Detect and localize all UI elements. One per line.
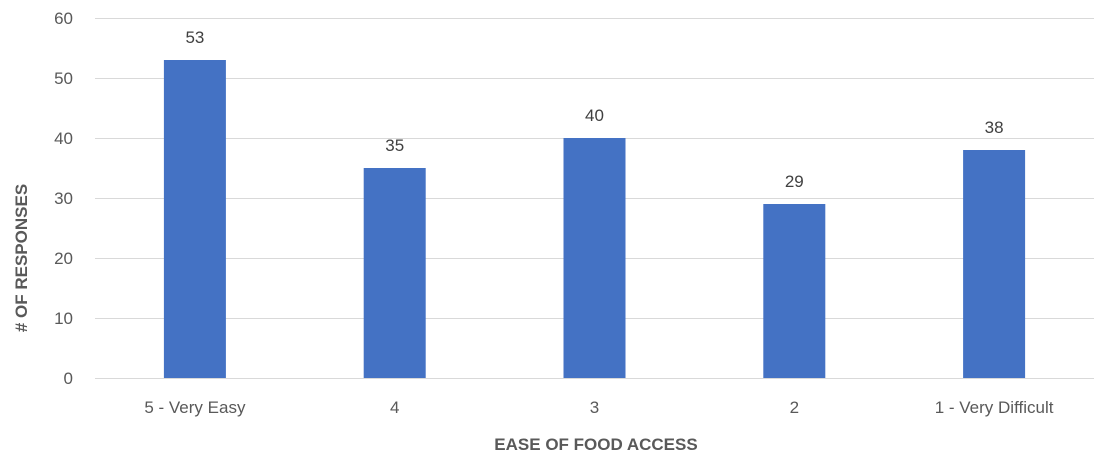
- y-axis-tick-labels: 0 10 20 30 40 50 60: [54, 9, 73, 388]
- y-tick-label: 10: [54, 309, 73, 328]
- y-tick-label: 60: [54, 9, 73, 28]
- y-tick-label: 30: [54, 189, 73, 208]
- data-label: 40: [585, 106, 604, 125]
- x-axis-title: EASE OF FOOD ACCESS: [494, 435, 697, 454]
- bar: [563, 138, 626, 378]
- x-tick-label: 1 - Very Difficult: [935, 398, 1054, 417]
- bar: [163, 60, 226, 378]
- x-tick-label: 3: [590, 398, 599, 417]
- bar: [363, 168, 426, 378]
- y-tick-label: 40: [54, 129, 73, 148]
- bar: [763, 204, 826, 378]
- data-label: 53: [185, 28, 204, 47]
- data-labels: 53 35 40 29 38: [185, 28, 1003, 191]
- x-tick-label: 2: [790, 398, 799, 417]
- y-tick-label: 0: [64, 369, 73, 388]
- data-label: 29: [785, 172, 804, 191]
- x-axis-tick-labels: 5 - Very Easy 4 3 2 1 - Very Difficult: [144, 398, 1053, 417]
- x-tick-label: 4: [390, 398, 399, 417]
- data-label: 35: [385, 136, 404, 155]
- bars: [163, 60, 1026, 378]
- bar: [963, 150, 1026, 378]
- y-axis-title: # OF RESPONSES: [12, 184, 31, 332]
- y-tick-label: 20: [54, 249, 73, 268]
- data-label: 38: [985, 118, 1004, 137]
- x-tick-label: 5 - Very Easy: [144, 398, 246, 417]
- y-tick-label: 50: [54, 69, 73, 88]
